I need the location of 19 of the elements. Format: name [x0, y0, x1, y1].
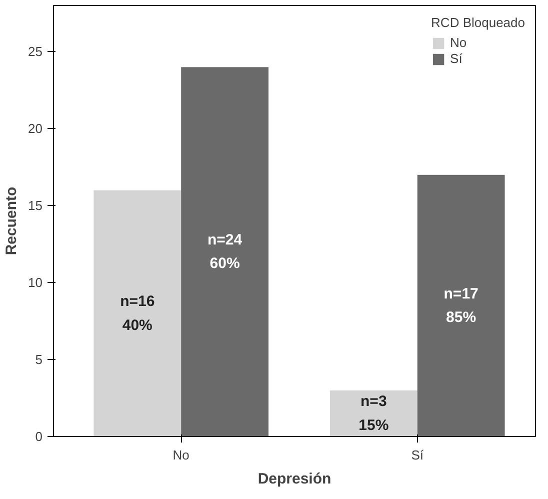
legend-label: No	[450, 35, 468, 50]
bar	[417, 174, 505, 436]
y-tick-label: 20	[28, 121, 43, 136]
y-tick-label: 10	[28, 275, 43, 290]
bar	[330, 390, 418, 436]
y-tick-label: 15	[28, 198, 43, 214]
y-axis-title: Recuento	[3, 186, 20, 256]
data-label: n=24 60%	[207, 231, 243, 272]
bar	[94, 190, 182, 436]
data-label: n=16 40%	[120, 292, 155, 334]
x-axis-title: Depresión	[258, 470, 332, 488]
legend-title: RCD Bloqueado	[431, 15, 525, 30]
y-tick-label: 0	[35, 429, 43, 444]
legend-label: Sí	[450, 51, 464, 66]
bar	[181, 67, 269, 436]
y-tick-label: 5	[35, 352, 43, 368]
data-label: n=3 15%	[358, 393, 389, 434]
y-tick-label: 25	[28, 44, 43, 60]
data-label: n=17 85%	[444, 285, 478, 326]
